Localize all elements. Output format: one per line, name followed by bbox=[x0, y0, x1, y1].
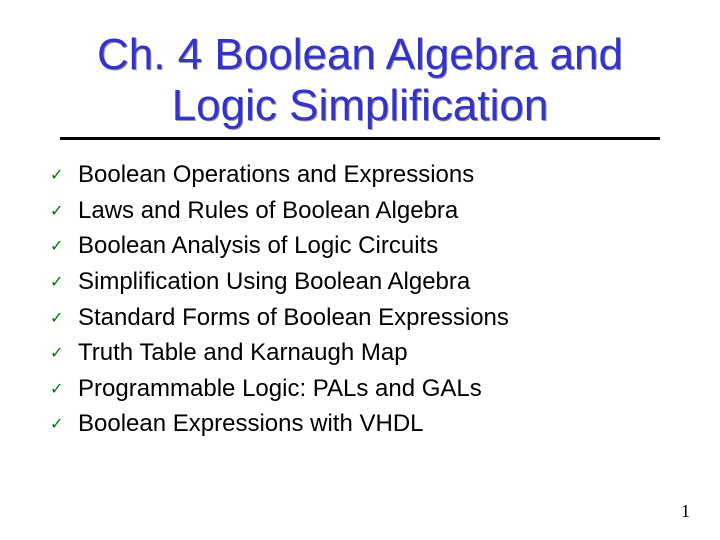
bullet-text: Standard Forms of Boolean Expressions bbox=[78, 301, 509, 335]
list-item: ✓ Programmable Logic: PALs and GALs bbox=[50, 372, 680, 406]
slide-title: Ch. 4 Boolean Algebra and Logic Simplifi… bbox=[60, 30, 660, 131]
bullet-text: Programmable Logic: PALs and GALs bbox=[78, 372, 482, 406]
list-item: ✓ Simplification Using Boolean Algebra bbox=[50, 265, 680, 299]
bullet-text: Truth Table and Karnaugh Map bbox=[78, 336, 408, 370]
title-line-1: Ch. 4 Boolean Algebra and bbox=[97, 30, 623, 79]
bullet-text: Boolean Expressions with VHDL bbox=[78, 407, 424, 441]
bullet-text: Boolean Analysis of Logic Circuits bbox=[78, 229, 438, 263]
slide: Ch. 4 Boolean Algebra and Logic Simplifi… bbox=[0, 0, 720, 540]
list-item: ✓ Truth Table and Karnaugh Map bbox=[50, 336, 680, 370]
check-icon: ✓ bbox=[50, 272, 78, 294]
list-item: ✓ Boolean Operations and Expressions bbox=[50, 158, 680, 192]
check-icon: ✓ bbox=[50, 414, 78, 436]
bullet-text: Boolean Operations and Expressions bbox=[78, 158, 474, 192]
check-icon: ✓ bbox=[50, 308, 78, 330]
bullet-list: ✓ Boolean Operations and Expressions ✓ L… bbox=[50, 158, 680, 441]
check-icon: ✓ bbox=[50, 343, 78, 365]
check-icon: ✓ bbox=[50, 165, 78, 187]
page-number: 1 bbox=[681, 501, 690, 522]
list-item: ✓ Boolean Analysis of Logic Circuits bbox=[50, 229, 680, 263]
check-icon: ✓ bbox=[50, 379, 78, 401]
list-item: ✓ Standard Forms of Boolean Expressions bbox=[50, 301, 680, 335]
bullet-text: Laws and Rules of Boolean Algebra bbox=[78, 194, 458, 228]
title-line-2: Logic Simplification bbox=[172, 81, 549, 130]
bullet-text: Simplification Using Boolean Algebra bbox=[78, 265, 470, 299]
check-icon: ✓ bbox=[50, 201, 78, 223]
title-block: Ch. 4 Boolean Algebra and Logic Simplifi… bbox=[60, 30, 660, 140]
list-item: ✓ Laws and Rules of Boolean Algebra bbox=[50, 194, 680, 228]
list-item: ✓ Boolean Expressions with VHDL bbox=[50, 407, 680, 441]
check-icon: ✓ bbox=[50, 236, 78, 258]
